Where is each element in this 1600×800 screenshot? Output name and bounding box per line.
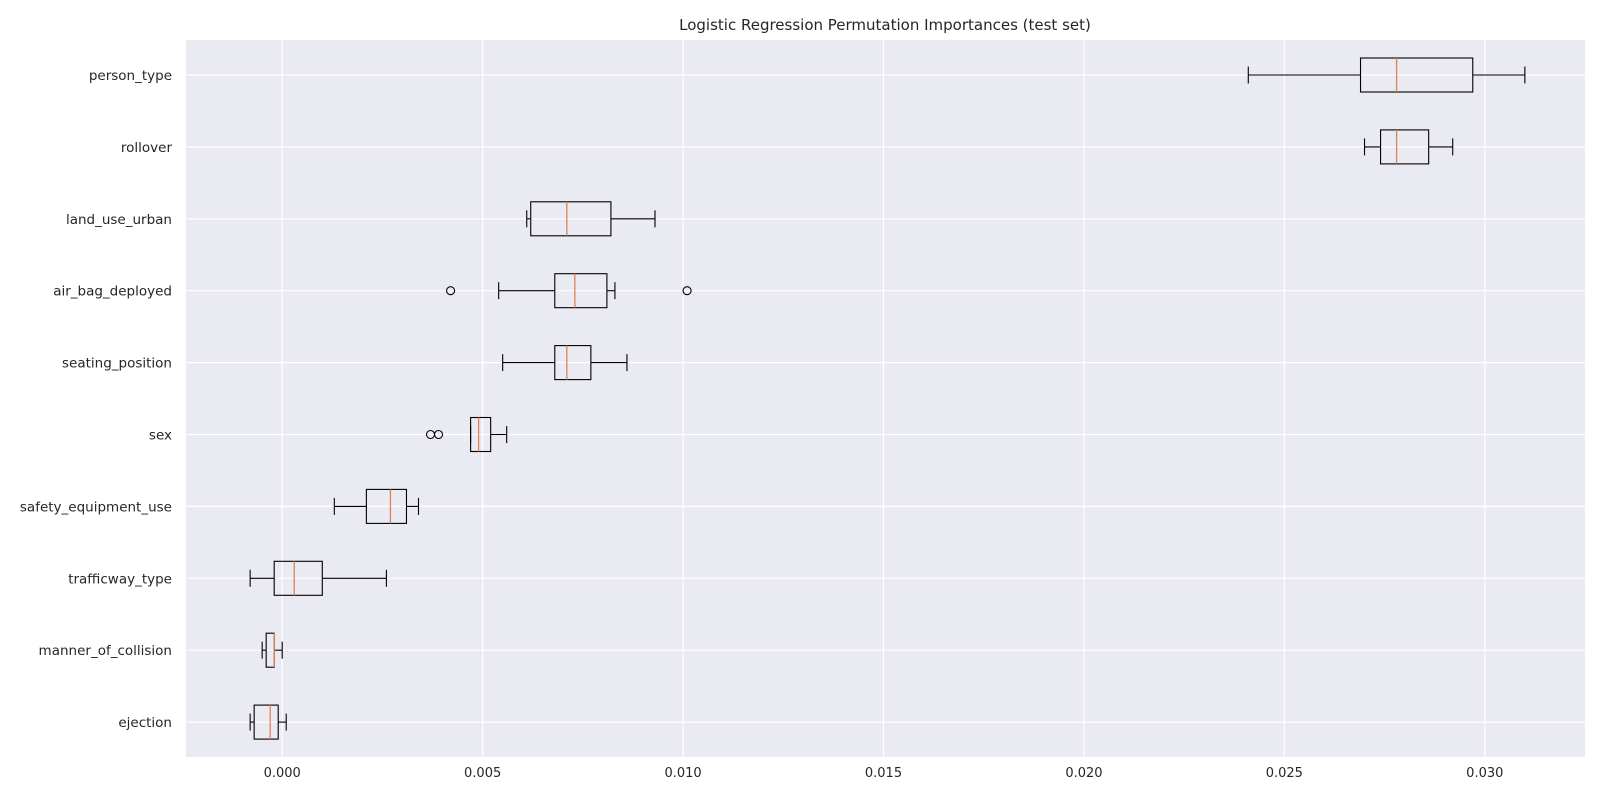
y-tick-label: sex <box>149 428 172 444</box>
y-tick-label: seating_position <box>62 356 172 372</box>
box-iqr <box>1380 129 1430 165</box>
box-sex <box>425 416 508 453</box>
x-tick-label: 0.005 <box>464 766 501 781</box>
box-iqr <box>530 201 612 237</box>
box-iqr <box>273 560 323 596</box>
x-tick-label: 0.000 <box>264 766 301 781</box>
y-tick-label: person_type <box>89 68 172 84</box>
y-axis-labels: person_type rollover land_use_urban air_bag… <box>20 68 173 731</box>
box-person-type <box>1247 57 1526 93</box>
box-iqr <box>365 488 408 524</box>
box-seating-position <box>502 345 628 381</box>
x-tick-label: 0.030 <box>1466 766 1503 781</box>
y-tick-label: ejection <box>118 715 172 731</box>
box-land-use-urban <box>526 201 656 237</box>
boxes <box>249 57 1526 740</box>
box-air-bag-deployed <box>446 273 692 309</box>
box-iqr <box>554 273 608 309</box>
y-tick-label: land_use_urban <box>66 212 172 228</box>
x-tick-label: 0.010 <box>664 766 701 781</box>
x-axis-labels: 0.000 0.005 0.010 0.015 0.020 0.025 0.030 <box>264 766 1504 781</box>
y-tick-label: air_bag_deployed <box>53 284 172 300</box>
box-trafficway-type <box>249 560 387 596</box>
plot-area <box>186 40 1585 757</box>
outlier-point <box>682 286 692 296</box>
box-rollover <box>1363 129 1454 165</box>
x-tick-label: 0.020 <box>1065 766 1102 781</box>
outlier-point <box>446 286 456 296</box>
x-tick-label: 0.025 <box>1266 766 1303 781</box>
x-tick-label: 0.015 <box>865 766 902 781</box>
y-tick-label: trafficway_type <box>68 571 172 587</box>
chart-title: Logistic Regression Permutation Importan… <box>679 16 1091 34</box>
box-manner-of-collision <box>261 632 283 668</box>
box-ejection <box>249 704 287 740</box>
y-tick-label: manner_of_collision <box>39 643 172 659</box>
box-iqr <box>253 704 279 740</box>
y-tick-label: safety_equipment_use <box>20 499 172 515</box>
box-safety-equipment-use <box>333 488 420 524</box>
y-tick-label: rollover <box>121 140 173 156</box>
box-iqr <box>1359 57 1474 93</box>
box-iqr <box>470 416 492 453</box>
box-iqr <box>554 345 592 381</box>
outlier-point <box>433 429 444 440</box>
grid <box>186 40 1585 757</box>
